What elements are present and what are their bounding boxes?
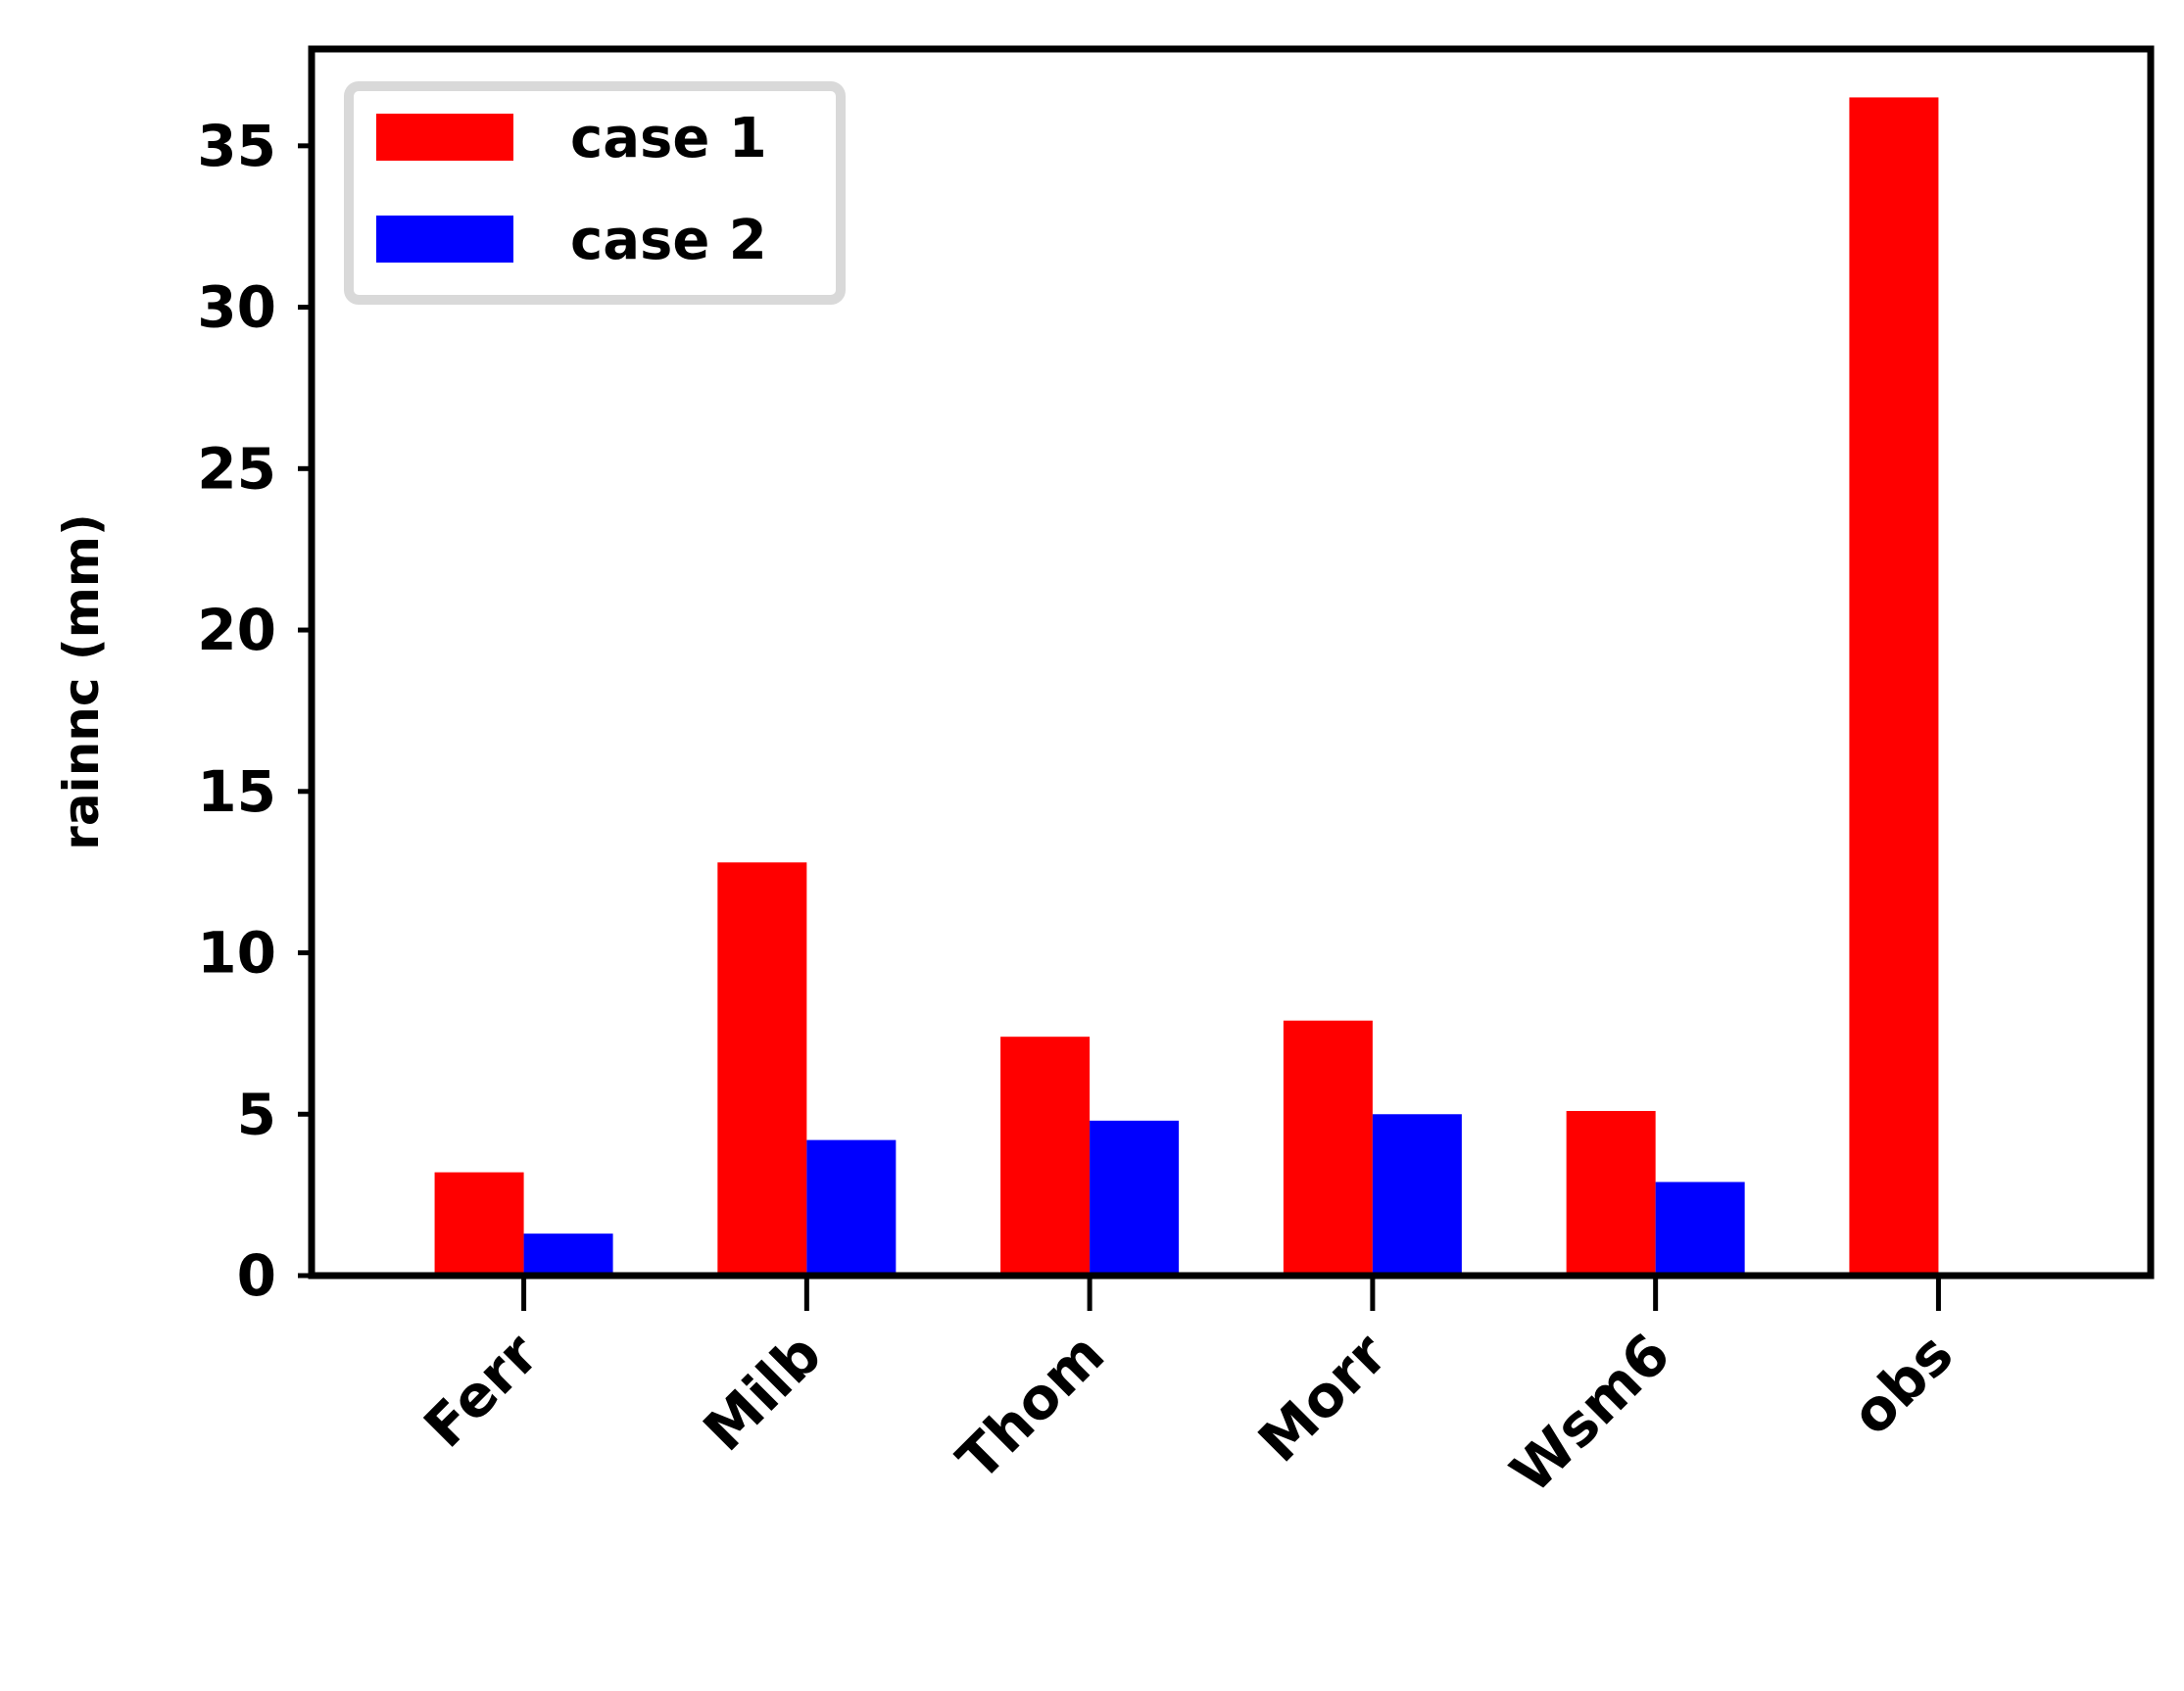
legend-label-case-1: case 1: [570, 107, 767, 170]
bar-milb-case-1: [717, 862, 807, 1276]
x-tick-label-obs: obs: [1838, 1321, 1966, 1448]
x-tick-label-thom: Thom: [945, 1321, 1117, 1493]
bar-thom-case-2: [1090, 1120, 1180, 1276]
y-tick-label-25: 25: [197, 435, 276, 502]
bar-milb-case-2: [806, 1139, 897, 1276]
bars-layer: [434, 97, 1939, 1277]
legend-swatch-case-2: [376, 216, 513, 263]
x-tick-label-wsm6: Wsm6: [1498, 1321, 1683, 1506]
y-tick-label-20: 20: [197, 597, 276, 663]
x-tick-label-morr: Morr: [1245, 1321, 1400, 1475]
y-axis-label: rainnc (mm): [53, 513, 110, 850]
legend-swatch-case-1: [376, 114, 513, 161]
x-axis-ticks: Ferr Milb Thom Morr Wsm6 obs: [412, 1276, 1966, 1506]
y-tick-label-15: 15: [197, 758, 276, 825]
bar-ferr-case-1: [434, 1172, 524, 1276]
y-tick-label-5: 5: [237, 1081, 276, 1147]
plot-frame: [308, 45, 2155, 1280]
bar-morr-case-2: [1372, 1114, 1462, 1276]
legend-label-case-2: case 2: [570, 209, 767, 272]
y-tick-label-30: 30: [197, 274, 276, 341]
bar-morr-case-1: [1283, 1020, 1373, 1276]
bar-thom-case-1: [1000, 1037, 1091, 1276]
y-tick-label-0: 0: [237, 1242, 276, 1309]
bar-wsm6-case-2: [1655, 1182, 1745, 1276]
bar-obs-case-1: [1849, 97, 1939, 1277]
y-tick-label-10: 10: [197, 920, 276, 987]
y-tick-label-35: 35: [197, 113, 276, 179]
x-tick-label-ferr: Ferr: [412, 1321, 552, 1461]
bar-wsm6-case-1: [1566, 1110, 1656, 1276]
legend: case 1 case 2: [344, 81, 846, 305]
bar-ferr-case-2: [523, 1233, 613, 1276]
y-axis-ticks: 0 5 10 15 20 25 30 35: [197, 113, 312, 1309]
x-tick-label-milb: Milb: [691, 1321, 834, 1464]
